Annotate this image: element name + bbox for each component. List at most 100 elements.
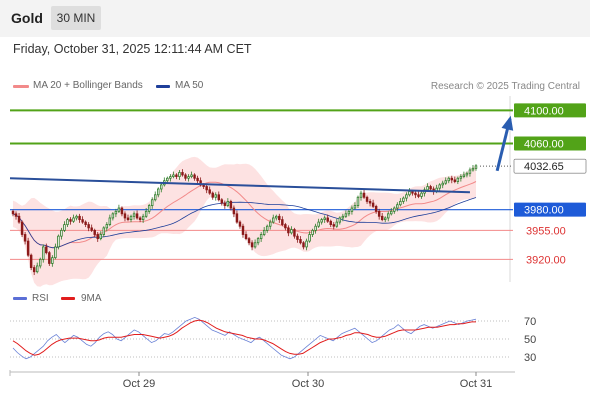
candle-body bbox=[223, 202, 227, 206]
candle-body bbox=[329, 220, 332, 225]
candle-body bbox=[90, 227, 93, 231]
candle-body bbox=[456, 177, 460, 182]
rsi-legend-label: RSI bbox=[32, 293, 49, 304]
candle-body bbox=[32, 267, 36, 273]
candle-body bbox=[411, 191, 414, 194]
candle-body bbox=[293, 229, 296, 237]
level-label-box-3980.00 bbox=[514, 202, 586, 217]
candle-body bbox=[178, 172, 181, 177]
candle-body bbox=[287, 227, 290, 234]
candle-body bbox=[241, 225, 245, 235]
candle-body bbox=[268, 221, 272, 227]
candle-body bbox=[141, 215, 145, 221]
candle-body bbox=[344, 213, 348, 217]
candle-body bbox=[144, 210, 148, 217]
candle-body bbox=[459, 176, 463, 179]
candle-body bbox=[308, 234, 311, 242]
candle-body bbox=[338, 217, 342, 223]
candle-body bbox=[190, 174, 193, 177]
rsi-ma-legend-label: 9MA bbox=[81, 293, 102, 304]
candle-body bbox=[402, 197, 405, 202]
candle-body bbox=[414, 192, 417, 196]
candle-body bbox=[390, 210, 393, 215]
candle-body bbox=[126, 217, 130, 221]
candle-body bbox=[468, 169, 472, 174]
candle-body bbox=[347, 210, 351, 215]
candle-body bbox=[256, 238, 260, 244]
candle-body bbox=[111, 213, 115, 219]
candle-body bbox=[362, 192, 366, 198]
candle-body bbox=[314, 225, 317, 231]
candle-body bbox=[335, 221, 339, 227]
candle-body bbox=[441, 182, 444, 186]
candle-body bbox=[66, 219, 69, 225]
candle-body bbox=[120, 207, 124, 215]
candle-body bbox=[226, 201, 230, 206]
candle-body bbox=[99, 234, 102, 240]
candle-body bbox=[417, 194, 420, 197]
candle-body bbox=[220, 199, 224, 204]
candle-body bbox=[356, 196, 360, 206]
candle-body bbox=[420, 192, 423, 197]
ma50-legend-swatch bbox=[156, 85, 170, 88]
candle-body bbox=[42, 246, 45, 260]
candle-body bbox=[396, 204, 399, 209]
candle-body bbox=[102, 227, 106, 235]
candle-body bbox=[235, 213, 239, 223]
level-label-3955.00: 3955.00 bbox=[526, 225, 566, 237]
candle-body bbox=[365, 196, 369, 202]
candle-body bbox=[96, 234, 99, 240]
candle-body bbox=[247, 238, 251, 244]
rsi-ma-legend-swatch bbox=[61, 297, 75, 300]
time-tick-label: Oct 30 bbox=[292, 378, 324, 390]
candle-body bbox=[157, 188, 160, 196]
candle-body bbox=[438, 184, 441, 189]
candle-body bbox=[20, 221, 24, 235]
candle-body bbox=[87, 224, 90, 229]
candle-body bbox=[72, 217, 75, 222]
candle-body bbox=[26, 240, 30, 256]
rsi-tick-label: 70 bbox=[524, 316, 536, 328]
bollinger-band bbox=[13, 156, 476, 287]
candle-body bbox=[290, 229, 293, 234]
candle-body bbox=[105, 224, 109, 229]
candle-body bbox=[132, 213, 136, 217]
candle-body bbox=[302, 242, 305, 248]
ma20-legend-swatch bbox=[13, 85, 29, 88]
timeframe-button[interactable]: 30 MIN bbox=[51, 6, 101, 30]
candle-body bbox=[205, 186, 208, 191]
candle-body bbox=[11, 210, 15, 215]
candle-body bbox=[123, 213, 127, 219]
candle-body bbox=[368, 201, 372, 204]
candle-body bbox=[81, 219, 84, 223]
candle-body bbox=[332, 224, 335, 227]
candle-body bbox=[229, 201, 233, 209]
candle-body bbox=[262, 229, 266, 235]
candle-body bbox=[172, 174, 175, 177]
candle-body bbox=[35, 265, 39, 273]
candle-body bbox=[138, 217, 142, 221]
instrument-title: Gold bbox=[11, 10, 43, 26]
candle-body bbox=[429, 186, 432, 190]
candle-body bbox=[450, 177, 454, 181]
candle-body bbox=[326, 217, 329, 222]
time-tick-label: Oct 29 bbox=[123, 378, 155, 390]
candle-body bbox=[278, 215, 281, 221]
forecast-arrow-head bbox=[501, 115, 514, 131]
ma50-line bbox=[12, 197, 477, 249]
candle-body bbox=[238, 221, 242, 227]
candle-body bbox=[272, 217, 275, 223]
candle-body bbox=[296, 235, 299, 240]
candle-body bbox=[399, 201, 402, 206]
candle-body bbox=[129, 215, 133, 221]
candle-body bbox=[154, 194, 157, 201]
candle-body bbox=[160, 184, 163, 190]
candle-body bbox=[60, 229, 63, 237]
candle-body bbox=[187, 176, 190, 179]
candle-body bbox=[371, 202, 375, 207]
candle-body bbox=[259, 234, 263, 240]
candle-body bbox=[232, 207, 236, 215]
candle-body bbox=[387, 213, 390, 219]
candle-body bbox=[114, 210, 118, 215]
candle-body bbox=[299, 239, 302, 244]
